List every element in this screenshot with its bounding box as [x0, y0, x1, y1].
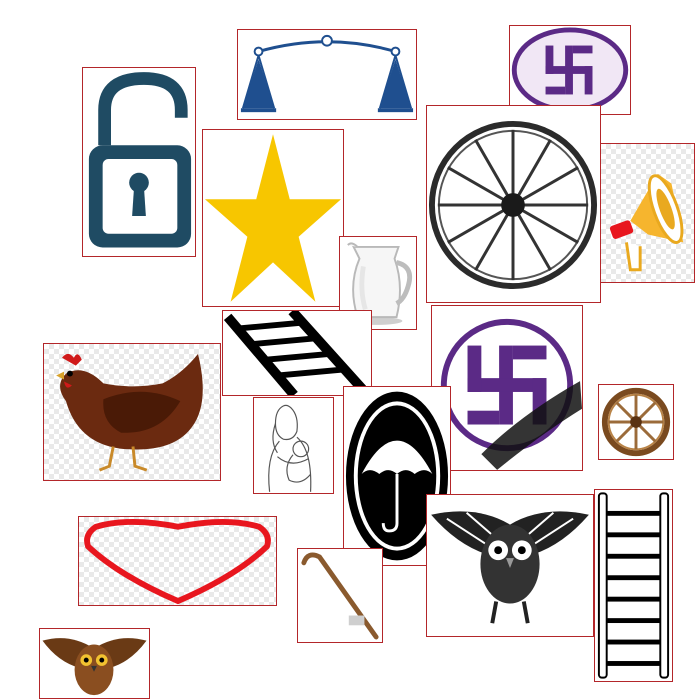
swastika-ellipse-icon: [511, 27, 629, 113]
small-wooden-wheel-icon: [601, 387, 671, 457]
hen-tile: [43, 343, 221, 481]
heart-tile: [78, 516, 277, 606]
walking-cane-tile: [297, 548, 383, 643]
balance-scales-tile: [237, 29, 417, 120]
mother-child-tile: [253, 397, 334, 494]
umbrella-emblem-icon: [345, 391, 449, 561]
megaphone-icon: [609, 173, 684, 272]
ladder-tile: [222, 310, 372, 396]
swastika-ellipse-tile: [509, 25, 631, 115]
walking-cane-icon: [301, 552, 379, 640]
milk-jug-tile: [339, 236, 417, 330]
umbrella-emblem-tile: [343, 386, 451, 566]
ladder-icon: [223, 311, 367, 395]
owl-color-tile: [39, 628, 150, 699]
vertical-ladder-icon: [597, 492, 670, 679]
heart-icon: [84, 518, 271, 605]
vertical-ladder-tile: [594, 489, 673, 682]
balance-scales-icon: [240, 34, 414, 113]
star-tile: [202, 129, 344, 307]
mother-child-sketch-icon: [268, 404, 312, 492]
wagon-wheel-icon: [428, 120, 598, 290]
swastika-circle-icon: [440, 318, 582, 470]
wagon-wheel-tile: [426, 105, 601, 303]
owl-spread-wings-icon: [431, 511, 589, 624]
unlocked-padlock-icon: [88, 72, 192, 248]
megaphone-tile: [600, 143, 695, 283]
star-icon: [204, 134, 342, 302]
milk-jug-icon: [347, 242, 413, 325]
unlocked-padlock-tile: [82, 67, 196, 257]
hen-icon: [56, 353, 203, 472]
swastika-circle-tile: [431, 305, 583, 471]
owl-color-icon: [42, 638, 147, 696]
owl-bw-tile: [426, 494, 594, 637]
small-wheel-tile: [598, 384, 674, 460]
